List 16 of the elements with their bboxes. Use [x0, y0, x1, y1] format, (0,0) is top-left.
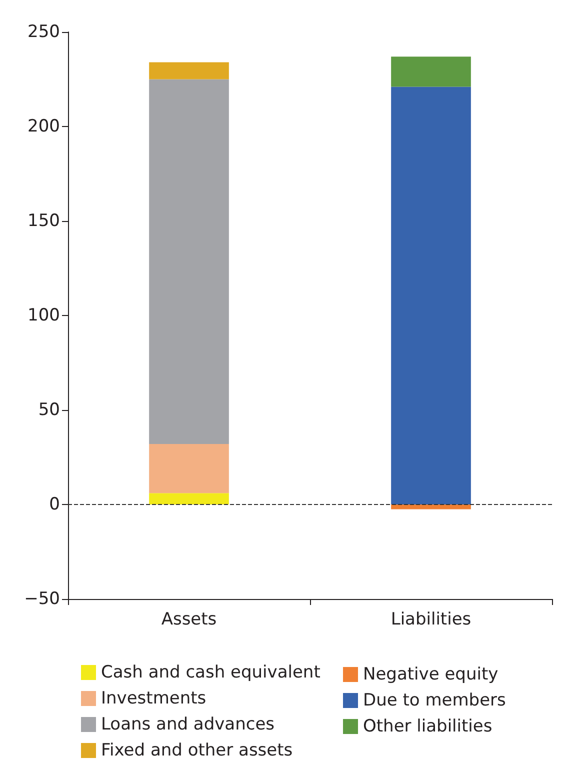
legend-label: Investments — [101, 688, 206, 708]
legend-label: Due to members — [363, 690, 506, 710]
y-tick-label: 200 — [28, 116, 60, 136]
y-tick-label: 50 — [38, 400, 60, 420]
legend-label: Fixed and other assets — [101, 740, 293, 760]
x-tick-label: Assets — [161, 610, 217, 630]
legend-label: Loans and advances — [101, 714, 275, 734]
y-tick-label: 250 — [28, 22, 60, 42]
legend-label: Negative equity — [363, 664, 498, 684]
legend-label: Other liabilities — [363, 716, 492, 736]
x-tick-label: Liabilities — [390, 610, 472, 630]
y-tick-label: 0 — [49, 494, 60, 514]
y-tick-label: −50 — [24, 589, 60, 609]
legend-label: Cash and cash equivalent — [101, 662, 321, 682]
y-tick-label: 150 — [28, 211, 60, 231]
y-tick-label: 100 — [28, 306, 60, 326]
